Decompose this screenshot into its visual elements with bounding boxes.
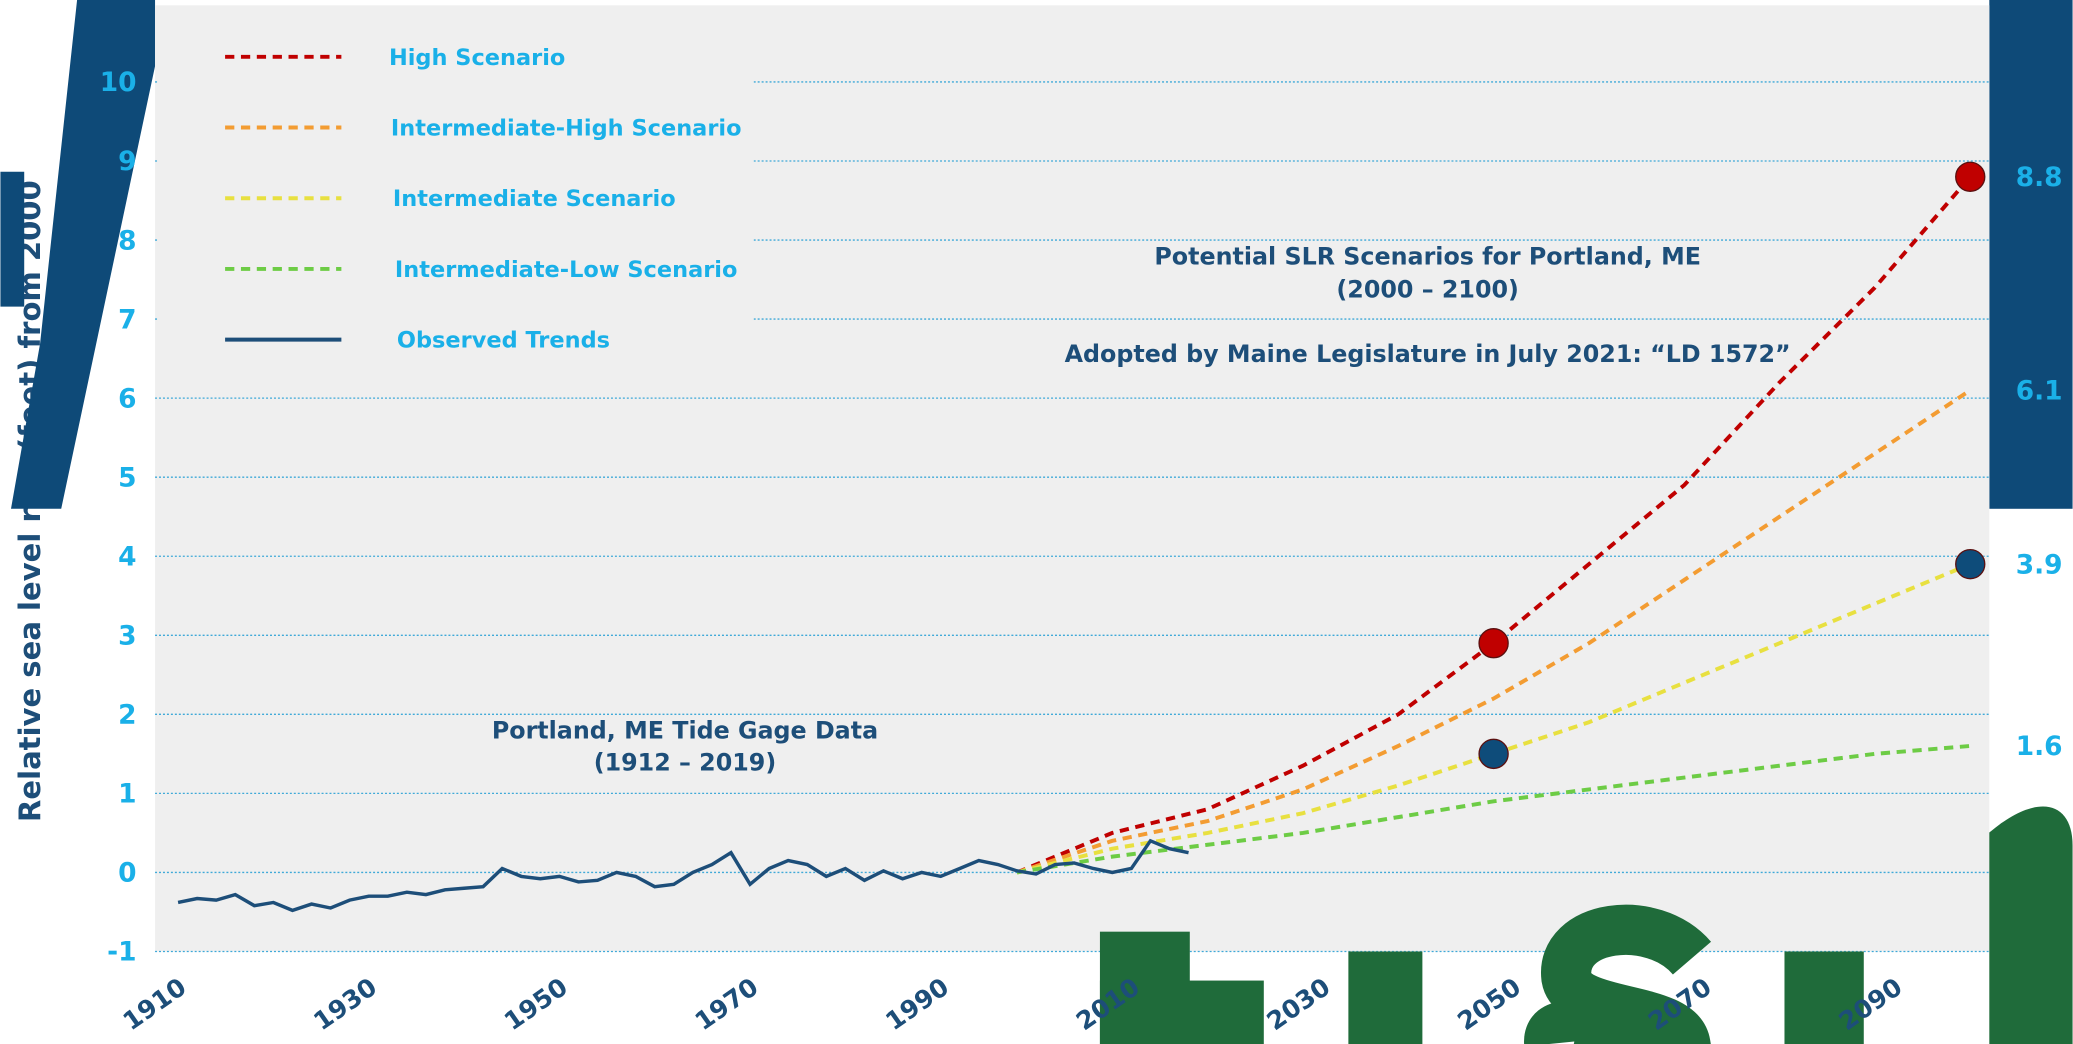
y-tick-label: 1 [118,779,136,810]
y-tick-label: 7 [118,304,136,335]
end-value-label: 3.9 [2016,549,2063,580]
x-tick-label: 2050 [1452,972,1526,1036]
x-tick-label: 1950 [499,972,573,1036]
x-tick-label: 1990 [880,972,954,1036]
legend-label: Intermediate-Low Scenario [395,257,738,283]
annotation: (1912 – 2019) [594,748,776,776]
end-value-label: 1.6 [2016,731,2063,762]
x-tick-label: 1910 [118,972,192,1036]
y-tick-label: 8 [118,225,136,256]
chart: Relative sea level rise (feet) from 2000… [0,0,2073,1044]
marker [1956,550,1985,579]
y-tick-label: 6 [118,383,136,414]
marker [1956,162,1985,191]
x-tick-label: 1970 [690,972,764,1036]
y-tick-label: 9 [118,146,136,177]
annotation: Adopted by Maine Legislature in July 202… [1065,340,1791,368]
legend-label: Observed Trends [397,328,610,354]
y-tick-label: -1 [107,937,136,968]
y-tick-label: 0 [118,858,136,889]
annotation: Potential SLR Scenarios for Portland, ME [1154,242,1701,270]
marker [1479,739,1508,768]
annotation: Portland, ME Tide Gage Data [492,717,878,745]
y-tick-label: 2 [118,700,136,731]
y-tick-label: 4 [118,541,136,572]
legend-label: Intermediate-High Scenario [391,115,742,141]
marker [1479,629,1508,658]
x-tick-label: 2030 [1262,972,1336,1036]
x-tick-label: 1930 [308,972,382,1036]
y-tick-label: 3 [118,621,136,652]
end-value-label: 8.8 [2016,162,2063,193]
y-tick-label: 5 [118,462,136,493]
legend-label: High Scenario [389,45,565,71]
y-tick-label: 10 [100,67,137,98]
annotation: (2000 – 2100) [1336,275,1518,303]
legend-label: Intermediate Scenario [393,186,676,212]
end-value-label: 6.1 [2016,375,2063,406]
